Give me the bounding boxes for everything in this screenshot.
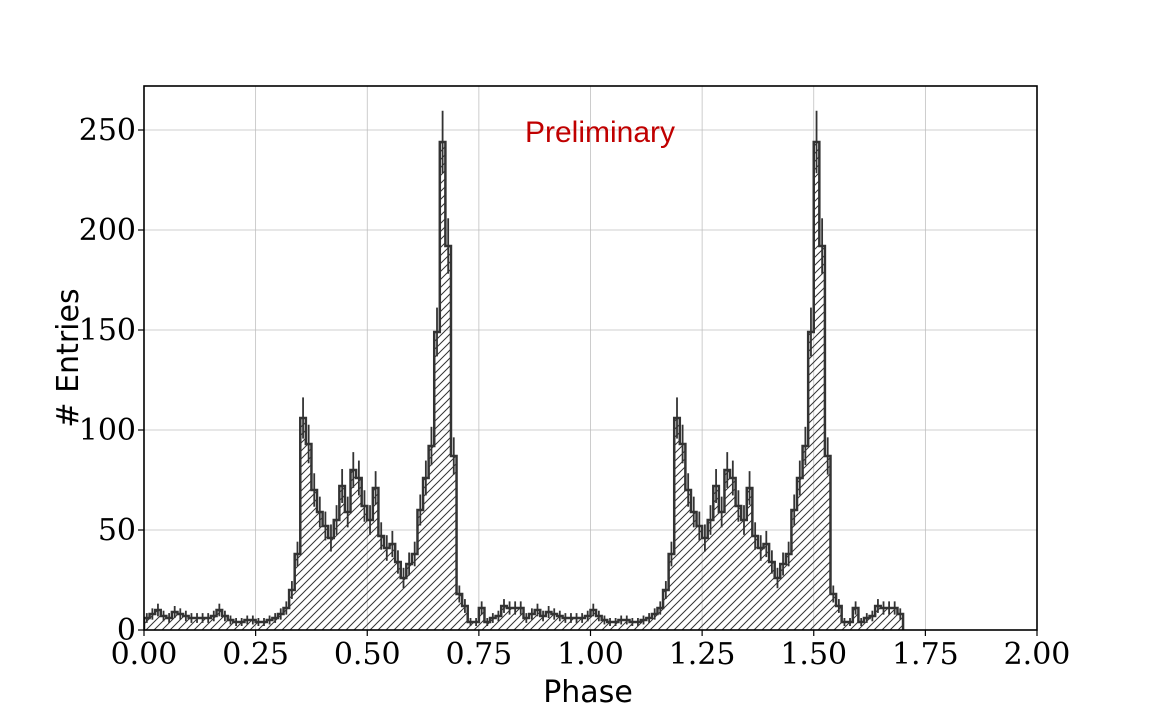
hist-bar <box>429 446 435 630</box>
hist-bar <box>451 456 457 630</box>
hist-bar <box>367 520 373 630</box>
x-tick-label: 1.50 <box>780 637 847 672</box>
y-tick-label: 250 <box>79 113 136 148</box>
y-tick-label: 100 <box>79 413 136 448</box>
hist-bar <box>300 418 306 630</box>
hist-bar <box>719 512 725 630</box>
y-axis-title: # Entries <box>51 288 86 427</box>
hist-bar <box>306 444 312 630</box>
hist-bar <box>334 520 340 630</box>
histogram <box>144 110 905 630</box>
hist-bar <box>791 510 797 630</box>
hist-bar <box>378 536 384 630</box>
hist-bar <box>423 478 429 630</box>
x-axis-ticks: 0.00 0.25 0.50 0.75 1.00 1.25 1.50 1.75 2.00 <box>111 630 1071 672</box>
hist-bar <box>328 538 334 630</box>
x-tick-label: 0.25 <box>222 637 289 672</box>
hist-bar <box>685 490 691 630</box>
hist-bar <box>713 486 719 630</box>
hist-bar <box>819 246 825 630</box>
hist-bar <box>702 538 708 630</box>
y-axis-ticks: 0 50 100 150 200 250 <box>79 113 144 648</box>
x-tick-label: 1.75 <box>892 637 959 672</box>
hist-bar <box>440 142 446 630</box>
hist-bar <box>691 512 697 630</box>
x-tick-label: 0.75 <box>445 637 512 672</box>
preliminary-annotation: Preliminary <box>525 116 675 149</box>
x-tick-label: 2.00 <box>1004 637 1071 672</box>
hist-bar <box>373 488 379 630</box>
hist-bar <box>741 520 747 630</box>
hist-bar <box>724 470 730 630</box>
hist-bar <box>697 526 703 630</box>
x-tick-label: 0.50 <box>334 637 401 672</box>
hist-bar <box>803 446 809 630</box>
x-axis-title: Phase <box>543 675 633 710</box>
error-bars <box>145 110 902 626</box>
x-tick-label: 1.25 <box>669 637 736 672</box>
y-tick-label: 0 <box>117 613 136 648</box>
hist-bar <box>339 486 345 630</box>
hist-bar <box>362 506 368 630</box>
hist-bar <box>417 510 423 630</box>
hist-bar <box>680 444 686 630</box>
hist-bar <box>317 512 323 630</box>
y-tick-label: 50 <box>98 513 136 548</box>
hist-bar <box>814 142 820 630</box>
x-tick-label: 0.00 <box>111 637 178 672</box>
hist-bar <box>752 536 758 630</box>
hist-bar <box>356 478 362 630</box>
hist-bar <box>708 520 714 630</box>
hist-bar <box>808 332 814 630</box>
hist-bar <box>825 456 831 630</box>
x-tick-label: 1.00 <box>557 637 624 672</box>
hist-bar <box>445 246 451 630</box>
hist-bar <box>674 418 680 630</box>
hist-bar <box>323 526 329 630</box>
hist-bar <box>730 478 736 630</box>
y-tick-label: 200 <box>79 213 136 248</box>
hist-bar <box>747 488 753 630</box>
hist-bar <box>736 506 742 630</box>
hist-bar <box>351 470 357 630</box>
hist-bar <box>311 490 317 630</box>
hist-bar <box>345 512 351 630</box>
hist-bar <box>797 478 803 630</box>
y-tick-label: 150 <box>79 313 136 348</box>
hist-bar <box>434 332 440 630</box>
